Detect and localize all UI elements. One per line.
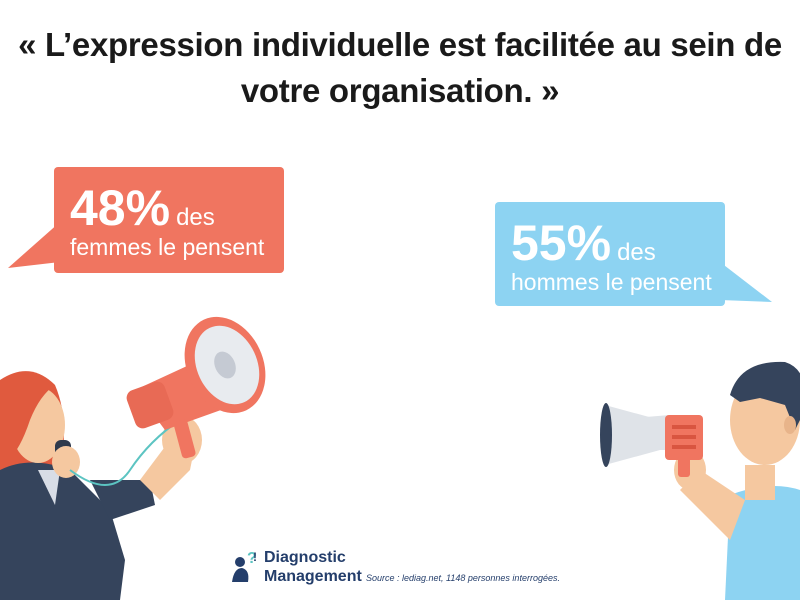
men-bubble-tail bbox=[720, 262, 772, 302]
source-note: Source : lediag.net, 1148 personnes inte… bbox=[366, 573, 560, 583]
svg-text:!: ! bbox=[253, 550, 257, 564]
svg-text:?: ? bbox=[247, 550, 257, 567]
men-percent: 55% bbox=[511, 215, 612, 271]
women-bubble: 48% des femmes le pensent bbox=[54, 167, 284, 273]
logo-line-2: Management bbox=[264, 568, 362, 585]
women-des: des bbox=[176, 204, 215, 231]
logo-line-1: Diagnostic bbox=[264, 549, 346, 566]
man-figure bbox=[600, 361, 800, 600]
diagnostic-management-logo: ? ! Diagnostic Management bbox=[230, 548, 362, 586]
women-label: femmes le pensent bbox=[70, 234, 265, 260]
title-line-2: votre organisation. » bbox=[240, 72, 560, 109]
title-line-1: « L’expression individuelle est facilité… bbox=[18, 26, 782, 63]
men-des: des bbox=[617, 239, 656, 266]
page-title: « L’expression individuelle est facilité… bbox=[0, 22, 800, 114]
men-bubble: 55% des hommes le pensent bbox=[495, 202, 725, 306]
woman-figure bbox=[0, 316, 266, 600]
men-label: hommes le pensent bbox=[511, 269, 712, 295]
women-bubble-tail bbox=[8, 222, 60, 268]
women-percent: 48% bbox=[70, 180, 171, 236]
person-question-mark-icon: ? ! bbox=[232, 550, 257, 582]
